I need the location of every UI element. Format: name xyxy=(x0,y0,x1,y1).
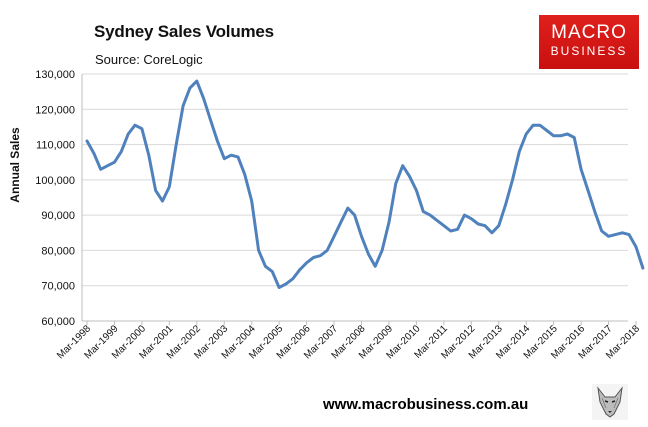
y-tick-label: 120,000 xyxy=(35,104,75,116)
chart-title: Sydney Sales Volumes xyxy=(94,22,274,41)
y-tick-label: 70,000 xyxy=(41,281,75,293)
footer-url: www.macrobusiness.com.au xyxy=(323,396,529,413)
series-line xyxy=(85,79,645,289)
chart-subtitle: Source: CoreLogic xyxy=(95,52,203,67)
macrobusiness-logo: MACRO BUSINESS xyxy=(539,15,639,69)
y-tick-label: 80,000 xyxy=(41,245,75,257)
y-tick-label: 110,000 xyxy=(36,140,75,152)
y-tick-label: 60,000 xyxy=(41,316,75,328)
fox-mascot-icon xyxy=(592,384,628,420)
logo-line-1: MACRO xyxy=(551,22,627,43)
line-chart: 60,000 70,000 80,000 90,000 100,000 110,000 12… xyxy=(35,69,645,361)
y-tick-label: 90,000 xyxy=(41,210,75,222)
logo-line-2: BUSINESS xyxy=(550,44,628,58)
y-tick-label: 100,000 xyxy=(35,175,75,187)
y-tick-label: 130,000 xyxy=(35,69,75,81)
